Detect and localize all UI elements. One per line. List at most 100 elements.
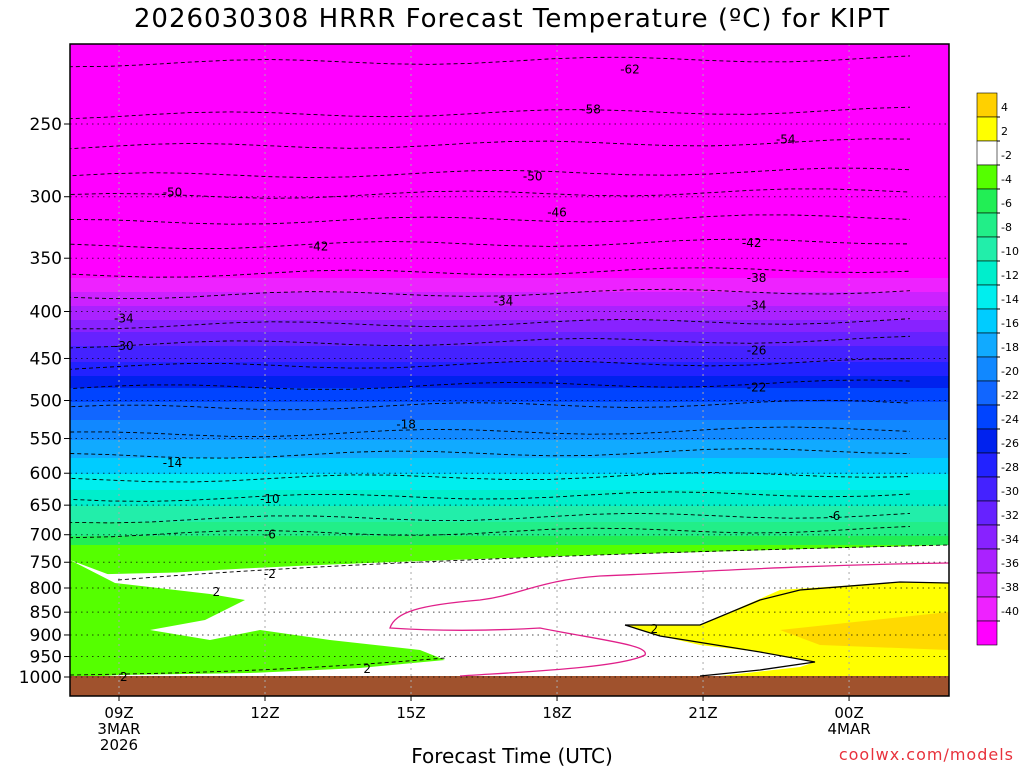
- temperature-band: [70, 190, 949, 193]
- temperature-band: [70, 152, 949, 155]
- temperature-band: [70, 286, 949, 289]
- temperature-band: [70, 218, 949, 221]
- temperature-band: [70, 446, 949, 449]
- colorbar-label: 2: [1001, 125, 1008, 138]
- isotherm-line: [70, 657, 446, 676]
- x-tick-label: 21Z: [688, 704, 717, 722]
- temperature-band: [70, 48, 949, 51]
- temperature-band: [70, 504, 949, 507]
- colorbar-label: -20: [1001, 365, 1019, 378]
- temperature-band: [70, 516, 949, 519]
- isotherm-contours: [70, 55, 949, 677]
- temperature-band: [70, 132, 949, 135]
- contour-label: -34: [494, 294, 514, 308]
- isotherm-line: [70, 288, 911, 301]
- temperature-band: [70, 62, 949, 65]
- temperature-band: [70, 248, 949, 251]
- temperature-band: [70, 260, 949, 263]
- temperature-band: [70, 250, 949, 253]
- temperature-band: [70, 530, 949, 533]
- watermark: coolwx.com/models: [838, 745, 1014, 764]
- contour-label: -14: [163, 456, 183, 470]
- temperature-band: [70, 216, 949, 219]
- temperature-band: [70, 232, 949, 235]
- y-tick-label: 750: [30, 553, 62, 573]
- temperature-band: [70, 98, 949, 101]
- contour-label: -50: [163, 186, 183, 200]
- temperature-band: [70, 116, 949, 119]
- temperature-band: [70, 78, 949, 81]
- temperature-band: [70, 198, 949, 201]
- temperature-band: [70, 102, 949, 105]
- temperature-band: [70, 176, 949, 179]
- temperature-band: [70, 454, 949, 457]
- temperature-band: [70, 448, 949, 451]
- temperature-band: [70, 276, 949, 279]
- temperature-band: [70, 358, 949, 361]
- temperature-band: [70, 104, 949, 107]
- y-tick-label: 800: [30, 579, 62, 599]
- temperature-band: [70, 508, 949, 511]
- isotherm-line: [70, 55, 911, 68]
- temperature-band: [70, 138, 949, 141]
- temperature-band: [70, 280, 949, 283]
- temperature-band: [70, 246, 949, 249]
- temperature-band: [70, 432, 949, 435]
- colorbar-label: -26: [1001, 437, 1019, 450]
- temperature-band: [70, 184, 949, 187]
- isotherm-line: [70, 358, 911, 372]
- temperature-band: [70, 444, 949, 447]
- temperature-band: [70, 156, 949, 159]
- temperature-band: [70, 82, 949, 85]
- temperature-band: [70, 188, 949, 191]
- temperature-band: [70, 56, 949, 59]
- temperature-band: [70, 168, 949, 171]
- colorbar-label: -6: [1001, 197, 1012, 210]
- temperature-band: [70, 532, 949, 535]
- temperature-band: [70, 118, 949, 121]
- temperature-band: [70, 64, 949, 67]
- temperature-band: [70, 460, 949, 463]
- plus-two-line: [624, 624, 816, 677]
- colorbar-label: -24: [1001, 413, 1019, 426]
- temperature-band: [70, 476, 949, 479]
- temperature-band: [70, 520, 949, 523]
- temperature-band: [70, 312, 949, 315]
- y-tick-label: 600: [30, 464, 62, 484]
- temperature-band: [70, 398, 949, 401]
- temperature-band: [70, 494, 949, 497]
- temperature-band: [70, 258, 949, 261]
- colorbar-label: -22: [1001, 389, 1019, 402]
- colorbar-label: 4: [1001, 101, 1008, 114]
- temperature-band: [70, 108, 949, 111]
- temperature-band: [70, 302, 949, 305]
- temperature-band: [70, 490, 949, 493]
- temperature-band: [70, 470, 949, 473]
- temperature-band: [70, 506, 949, 509]
- contour-label: -30: [114, 339, 134, 353]
- colorbar-swatch: [976, 356, 998, 382]
- colorbar-swatch: [976, 500, 998, 526]
- temperature-band: [70, 242, 949, 245]
- contour-label: -6: [828, 509, 840, 523]
- temperature-band: [70, 86, 949, 89]
- colorbar-swatch: [976, 620, 998, 646]
- temperature-band: [70, 534, 949, 537]
- below-zero-green-pocket: [70, 560, 445, 678]
- temperature-band: [70, 128, 949, 131]
- temperature-band: [70, 462, 949, 465]
- isotherm-line: [70, 512, 911, 525]
- warm-layer-shapes: [70, 545, 949, 696]
- isotherm-line: [70, 138, 911, 152]
- temperature-band: [70, 244, 949, 247]
- temperature-band: [70, 342, 949, 345]
- temperature-band: [70, 330, 949, 333]
- temperature-band: [70, 192, 949, 195]
- isotherm-line: [70, 472, 911, 484]
- temperature-band: [70, 310, 949, 313]
- y-tick-label: 650: [30, 496, 62, 516]
- temperature-band: [70, 406, 949, 409]
- temperature-band: [70, 522, 949, 525]
- colorbar-swatch: [976, 188, 998, 214]
- contour-labels: -62-58-54-50-50-46-42 -42-38-34-34-34-30-…: [114, 62, 840, 684]
